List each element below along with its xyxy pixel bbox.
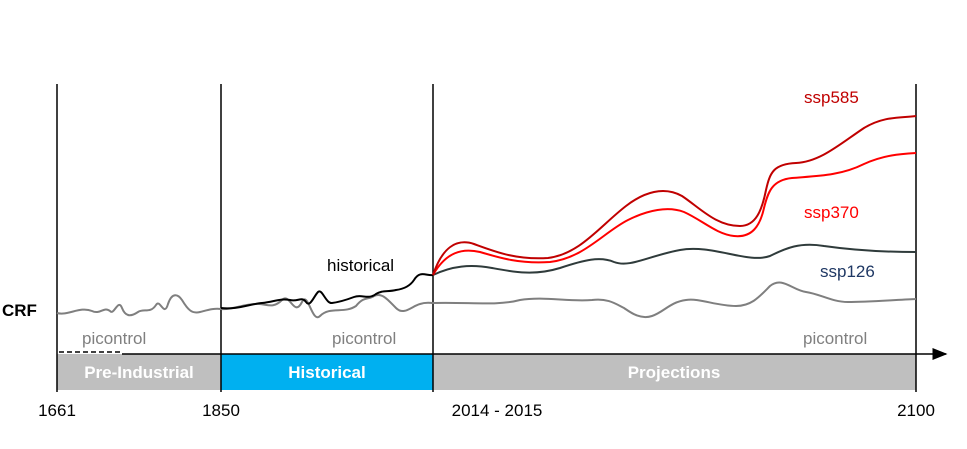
year-tick-2100: 2100 <box>897 401 935 420</box>
period-label-historical: Historical <box>288 363 365 382</box>
period-label-projections: Projections <box>628 363 721 382</box>
period-bar-historical <box>221 354 433 390</box>
picontrol-label-pre-industrial: picontrol <box>82 329 146 348</box>
period-label-pre-industrial: Pre-Industrial <box>84 363 194 382</box>
picontrol-label-projections: picontrol <box>803 329 867 348</box>
historical-curve <box>220 273 434 310</box>
ssp585-curve <box>432 115 917 276</box>
picontrol-label-historical: picontrol <box>332 329 396 348</box>
ssp126-curve <box>432 243 917 276</box>
ssp585-label: ssp585 <box>804 88 859 107</box>
year-tick-1661: 1661 <box>38 401 76 420</box>
historical-label: historical <box>327 256 394 275</box>
ssp370-label: ssp370 <box>804 203 859 222</box>
y-axis-label: CRF <box>2 301 37 320</box>
year-tick-1850: 1850 <box>202 401 240 420</box>
ssp126-label: ssp126 <box>820 262 875 281</box>
year-tick-2014-2015: 2014 - 2015 <box>452 401 543 420</box>
picontrol-curve <box>56 281 917 319</box>
period-bar-projections <box>433 354 916 390</box>
ssp370-curve <box>432 152 917 276</box>
period-bar-pre-industrial <box>57 354 221 390</box>
